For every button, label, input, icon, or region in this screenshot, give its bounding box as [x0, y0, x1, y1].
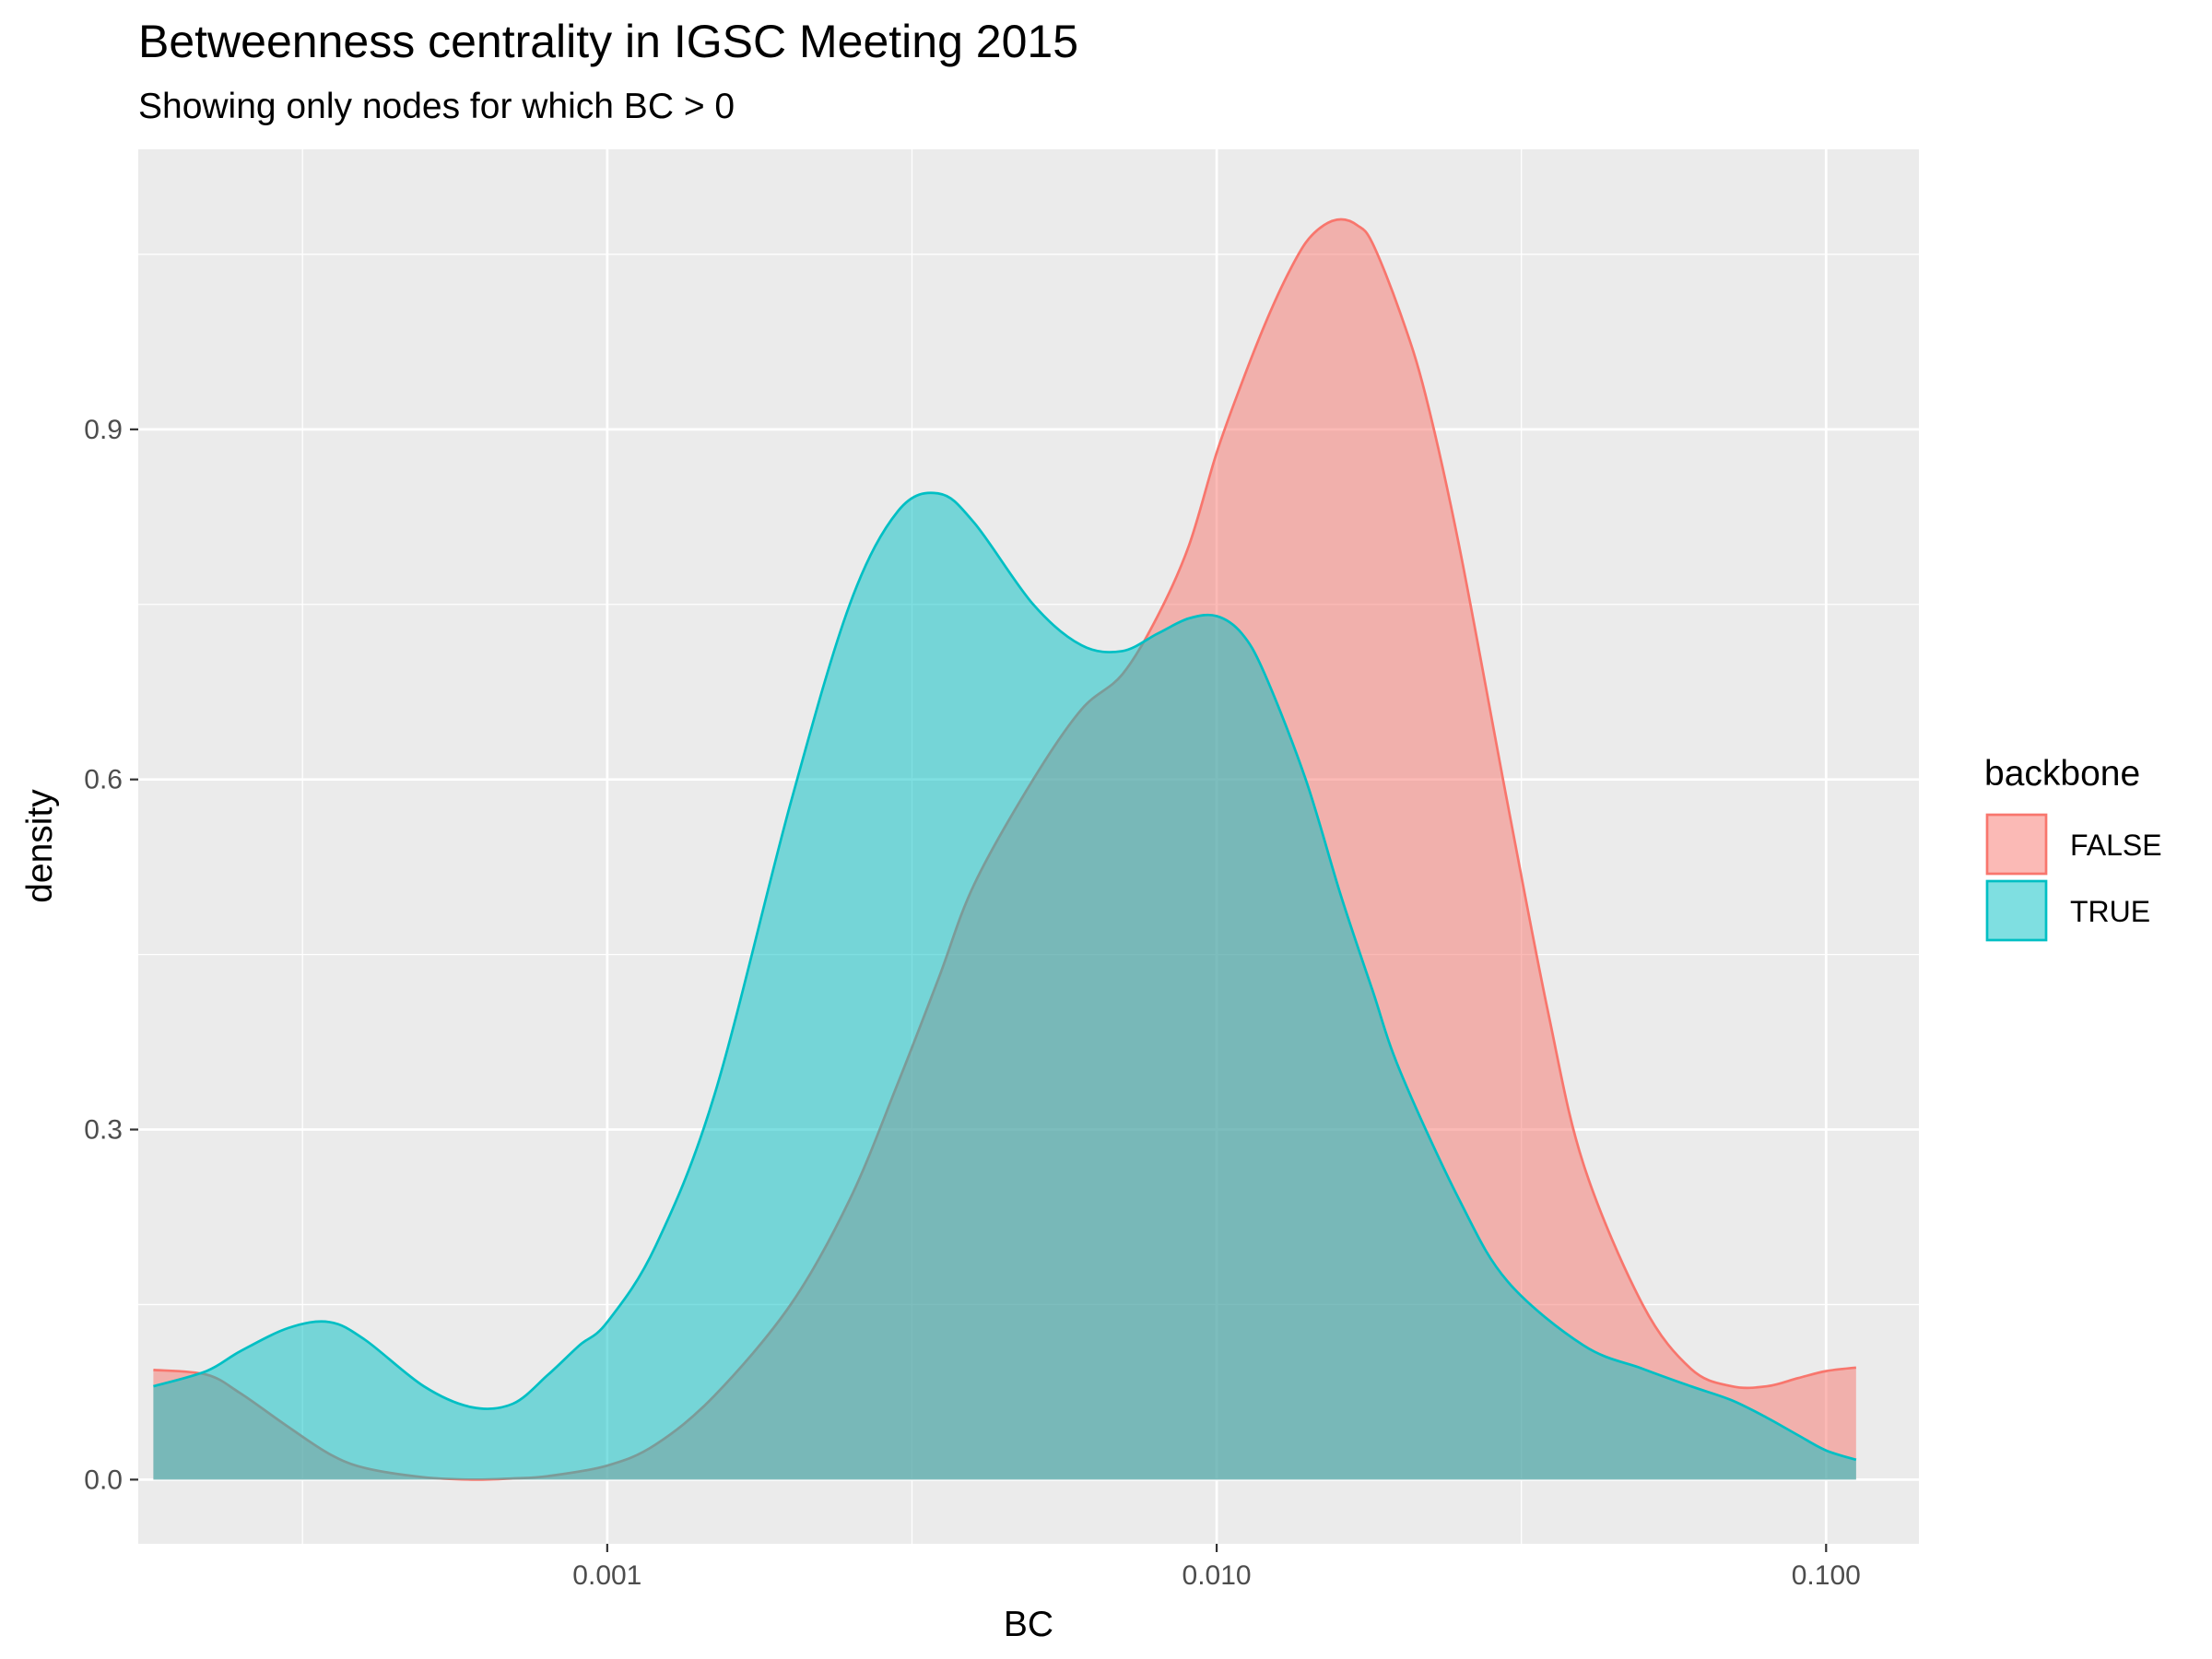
x-tick-label: 0.010 — [1182, 1560, 1252, 1591]
legend-label: FALSE — [2070, 829, 2162, 862]
chart-subtitle: Showing only nodes for which BC > 0 — [138, 87, 735, 126]
y-tick-label: 0.9 — [84, 415, 123, 445]
x-tick-label: 0.100 — [1792, 1560, 1861, 1591]
y-axis-ticks: 0.0 0.3 0.6 0.9 — [84, 415, 138, 1495]
density-area-true — [153, 492, 1856, 1480]
x-tick-label: 0.001 — [572, 1560, 641, 1591]
y-tick-label: 0.3 — [84, 1115, 123, 1146]
legend-key-true — [1985, 879, 2048, 942]
y-tick-label: 0.6 — [84, 765, 123, 795]
legend-title: backbone — [1984, 754, 2140, 794]
legend-keys: FALSE TRUE — [1985, 813, 2162, 942]
y-axis-title: density — [20, 789, 60, 903]
density-line-true — [153, 491, 1857, 1462]
legend-key-false — [1985, 813, 2048, 876]
density-areas — [153, 218, 1857, 1481]
x-axis-title: BC — [1004, 1605, 1053, 1644]
chart-title: Betweenness centrality in IGSC Meeting 2… — [138, 16, 1078, 67]
legend: backbone FALSE TRUE — [1984, 754, 2162, 942]
y-tick-label: 0.0 — [84, 1465, 123, 1495]
legend-label: TRUE — [2070, 895, 2150, 928]
x-axis-ticks: 0.001 0.010 0.100 — [572, 1544, 1861, 1591]
